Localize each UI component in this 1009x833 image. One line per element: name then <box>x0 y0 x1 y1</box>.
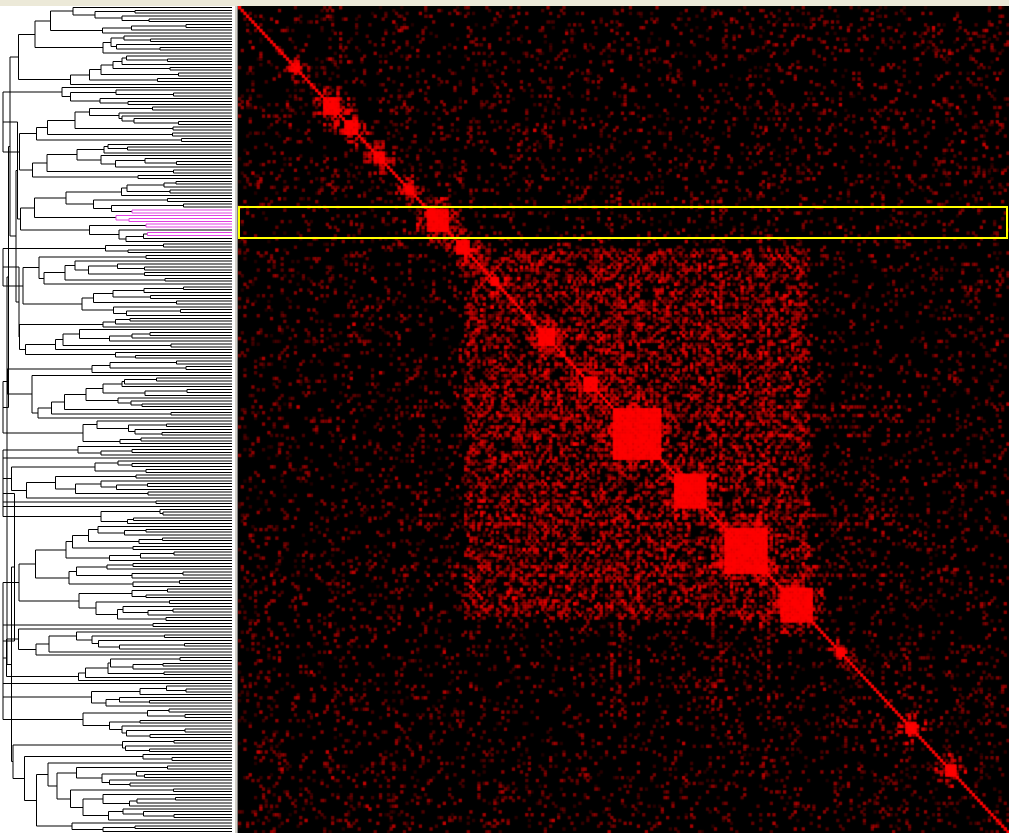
heatmap-panel[interactable] <box>238 6 1009 833</box>
dendrogram-selected-branch[interactable] <box>115 209 232 237</box>
selected-cluster-highlight[interactable] <box>238 206 1008 239</box>
panel-splitter[interactable] <box>234 6 238 833</box>
correlation-heatmap[interactable] <box>238 6 1009 833</box>
window-top-strip <box>0 0 1009 6</box>
dendrogram-panel[interactable] <box>0 6 234 833</box>
dendrogram-tree[interactable] <box>0 6 234 833</box>
dendrogram-branches[interactable] <box>2 6 232 833</box>
